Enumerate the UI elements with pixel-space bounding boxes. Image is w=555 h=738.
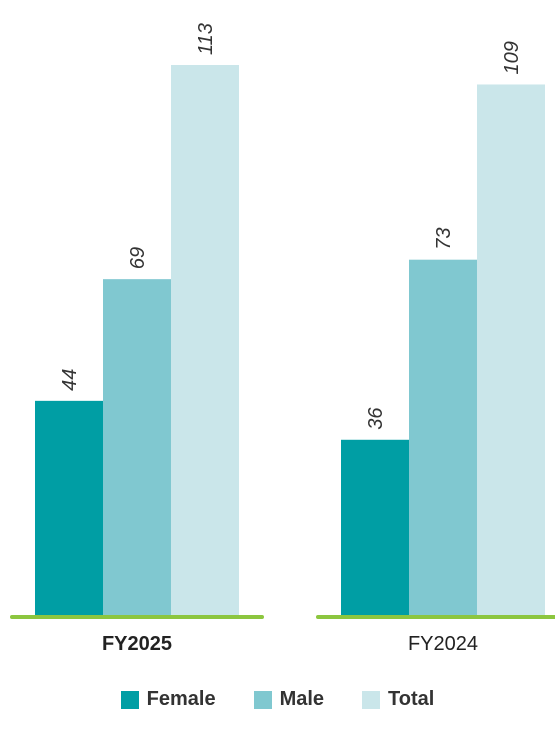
legend-swatch-total [362, 690, 381, 709]
bar-fy2025-total [171, 65, 239, 615]
legend-swatch-male [253, 690, 272, 709]
bar-fy2025-female [35, 400, 103, 615]
value-label-fy2025-female: 44 [59, 369, 81, 391]
value-label-fy2024-total: 109 [501, 41, 523, 74]
value-label-fy2025-male: 69 [127, 247, 149, 269]
value-label-fy2025-total: 113 [195, 23, 217, 55]
legend: Female Male Total [0, 688, 555, 711]
bar-fy2024-total [477, 84, 545, 616]
legend-label-male: Male [279, 688, 325, 710]
value-label-fy2024-male: 73 [433, 227, 455, 249]
bar-chart: 44 69 113 FY2025 36 73 109 FY2024 [10, 23, 555, 655]
legend-item-male: Male [253, 688, 325, 711]
bar-fy2024-male [409, 259, 477, 615]
value-label-fy2024-female: 36 [365, 407, 387, 430]
legend-swatch-female [120, 690, 139, 709]
legend-label-total: Total [388, 688, 435, 710]
category-label-fy2025: FY2025 [102, 633, 172, 655]
legend-item-female: Female [120, 688, 216, 711]
legend-item-total: Total [362, 688, 434, 711]
bar-fy2025-male [103, 279, 171, 615]
bar-fy2024-female [341, 439, 409, 615]
legend-label-female: Female [146, 688, 216, 710]
category-label-fy2024: FY2024 [408, 633, 478, 655]
